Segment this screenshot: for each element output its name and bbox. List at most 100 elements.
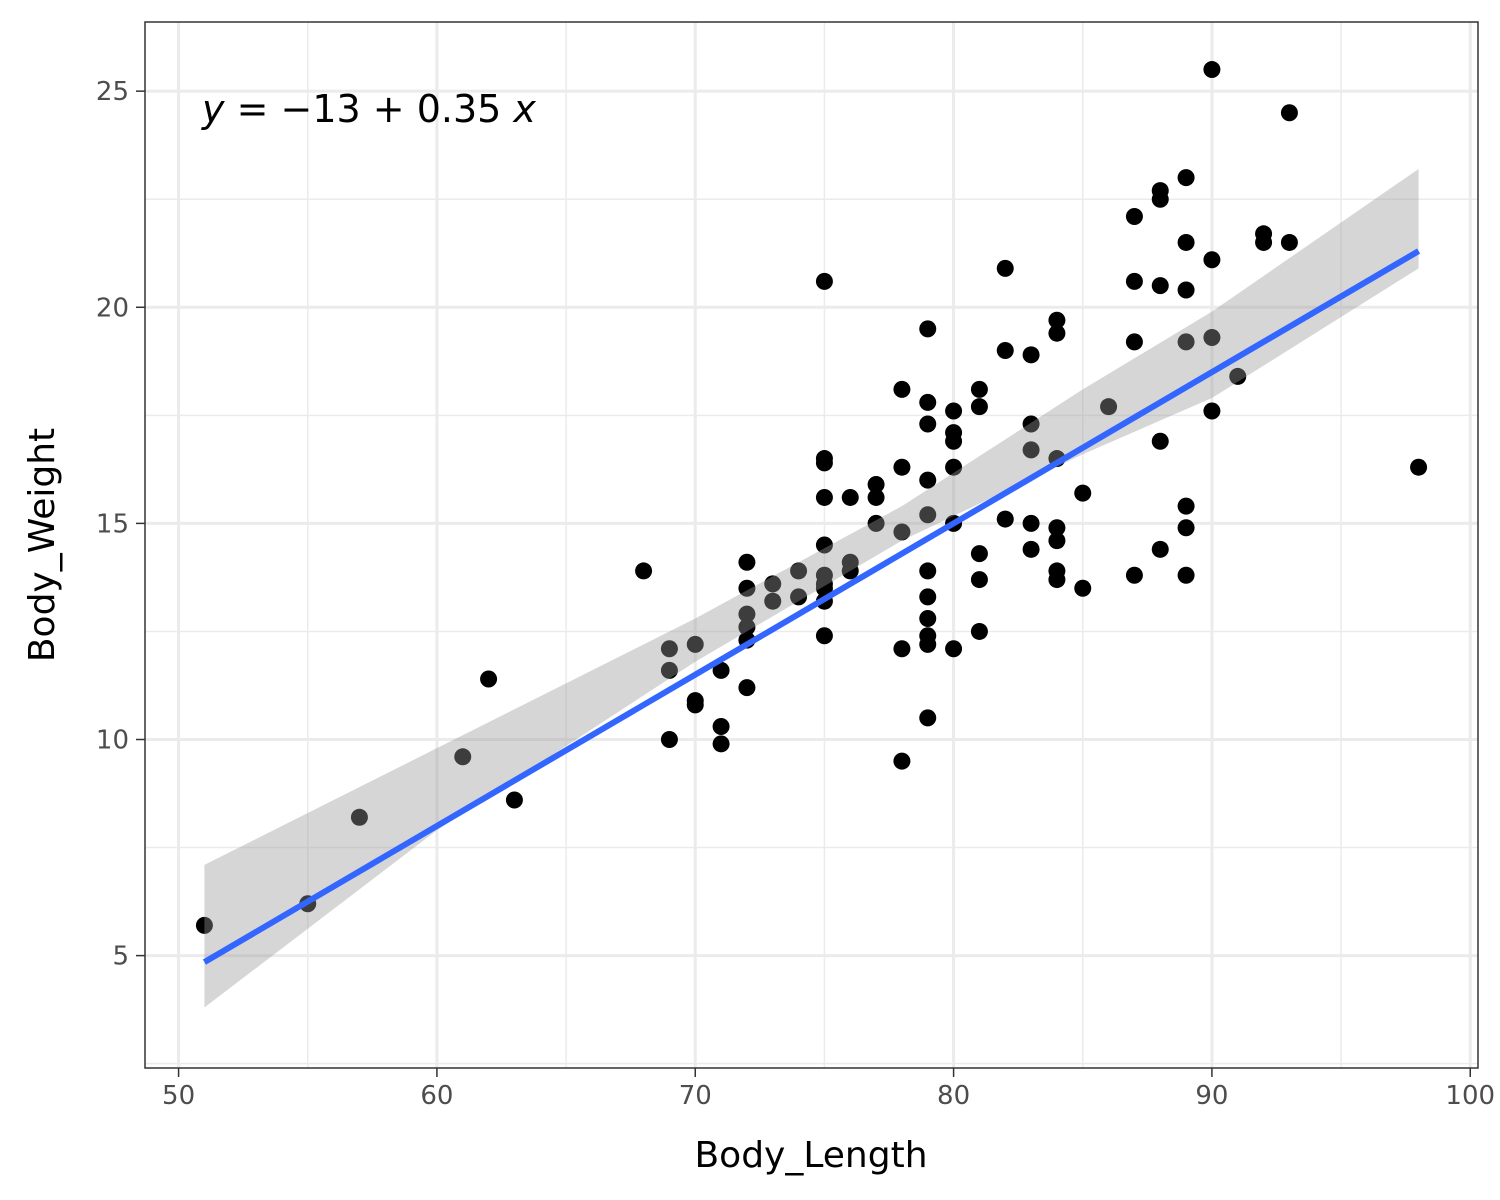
y-tick-label: 20 xyxy=(96,293,129,323)
data-point xyxy=(815,536,833,554)
data-point xyxy=(738,618,756,636)
data-point xyxy=(1022,346,1040,364)
data-point xyxy=(635,562,653,580)
grid-minor xyxy=(145,22,1478,1068)
data-point xyxy=(764,592,782,610)
data-point xyxy=(945,640,963,658)
data-point xyxy=(841,562,859,580)
data-point xyxy=(1280,104,1298,122)
data-point xyxy=(1048,311,1066,329)
data-point xyxy=(454,748,472,766)
data-point xyxy=(919,415,937,433)
x-tick-label: 90 xyxy=(1195,1081,1228,1111)
data-point xyxy=(1125,272,1143,290)
y-tick-label: 15 xyxy=(96,509,129,539)
data-point xyxy=(970,398,988,416)
data-point xyxy=(893,640,911,658)
data-point xyxy=(1177,169,1195,187)
data-point xyxy=(919,609,937,627)
panel-background xyxy=(145,22,1478,1068)
equation-y-var: y xyxy=(201,87,225,131)
data-point xyxy=(970,545,988,563)
data-point xyxy=(893,458,911,476)
data-point xyxy=(686,696,704,714)
data-point xyxy=(1151,540,1169,558)
data-point xyxy=(1048,519,1066,537)
data-point xyxy=(1074,484,1092,502)
data-point xyxy=(1177,281,1195,299)
data-point xyxy=(815,627,833,645)
data-point xyxy=(1151,432,1169,450)
x-tick-label: 100 xyxy=(1445,1081,1495,1111)
data-point xyxy=(738,553,756,571)
data-point xyxy=(970,571,988,589)
data-point xyxy=(970,622,988,640)
data-point xyxy=(1255,233,1273,251)
data-point xyxy=(1125,333,1143,351)
data-point xyxy=(945,432,963,450)
data-point xyxy=(1022,514,1040,532)
data-point xyxy=(1151,190,1169,208)
data-point xyxy=(945,402,963,420)
data-point xyxy=(1177,497,1195,515)
data-point xyxy=(919,709,937,727)
data-point xyxy=(712,661,730,679)
data-point xyxy=(1177,233,1195,251)
data-point xyxy=(764,575,782,593)
equation-body: = −13 + 0.35 xyxy=(225,87,514,131)
equation-x-var: x xyxy=(512,87,536,131)
data-point xyxy=(480,670,498,688)
data-point xyxy=(815,454,833,472)
data-point xyxy=(790,588,808,606)
data-point xyxy=(867,475,885,493)
data-point xyxy=(1125,208,1143,226)
data-point xyxy=(1125,566,1143,584)
data-point xyxy=(738,679,756,697)
x-axis-ticks: 50 60 70 80 90 100 xyxy=(162,1068,1495,1111)
data-point xyxy=(712,735,730,753)
data-point xyxy=(790,562,808,580)
data-point xyxy=(893,380,911,398)
data-point xyxy=(738,579,756,597)
data-point xyxy=(1229,367,1247,385)
y-axis-ticks: 5 10 15 20 25 xyxy=(96,77,145,972)
panel-border xyxy=(144,21,1479,1069)
data-point xyxy=(686,635,704,653)
data-point xyxy=(996,341,1014,359)
y-tick-label: 10 xyxy=(96,726,129,756)
x-tick-label: 60 xyxy=(420,1081,453,1111)
x-axis-title: Body_Length xyxy=(694,1135,927,1176)
data-point xyxy=(919,562,937,580)
y-axis-title: Body_Weight xyxy=(22,428,63,662)
data-point xyxy=(1074,579,1092,597)
data-point xyxy=(195,916,213,934)
data-point xyxy=(712,718,730,736)
x-tick-label: 50 xyxy=(162,1081,195,1111)
data-point xyxy=(893,523,911,541)
data-point xyxy=(738,605,756,623)
data-point xyxy=(1177,566,1195,584)
data-point xyxy=(1022,540,1040,558)
data-point xyxy=(919,588,937,606)
data-point xyxy=(867,488,885,506)
data-point xyxy=(815,579,833,597)
data-point xyxy=(505,791,523,809)
data-point xyxy=(1022,415,1040,433)
data-point xyxy=(945,458,963,476)
data-point xyxy=(970,380,988,398)
data-point xyxy=(893,752,911,770)
data-point xyxy=(919,471,937,489)
data-point xyxy=(815,272,833,290)
data-point xyxy=(1203,251,1221,269)
data-point xyxy=(1203,61,1221,79)
data-point xyxy=(660,640,678,658)
data-point xyxy=(1203,329,1221,347)
y-tick-label: 5 xyxy=(112,942,129,972)
data-point xyxy=(1280,233,1298,251)
data-point xyxy=(867,514,885,532)
grid-major xyxy=(145,22,1478,1068)
data-point xyxy=(919,320,937,338)
data-point xyxy=(919,506,937,524)
data-point xyxy=(1203,402,1221,420)
